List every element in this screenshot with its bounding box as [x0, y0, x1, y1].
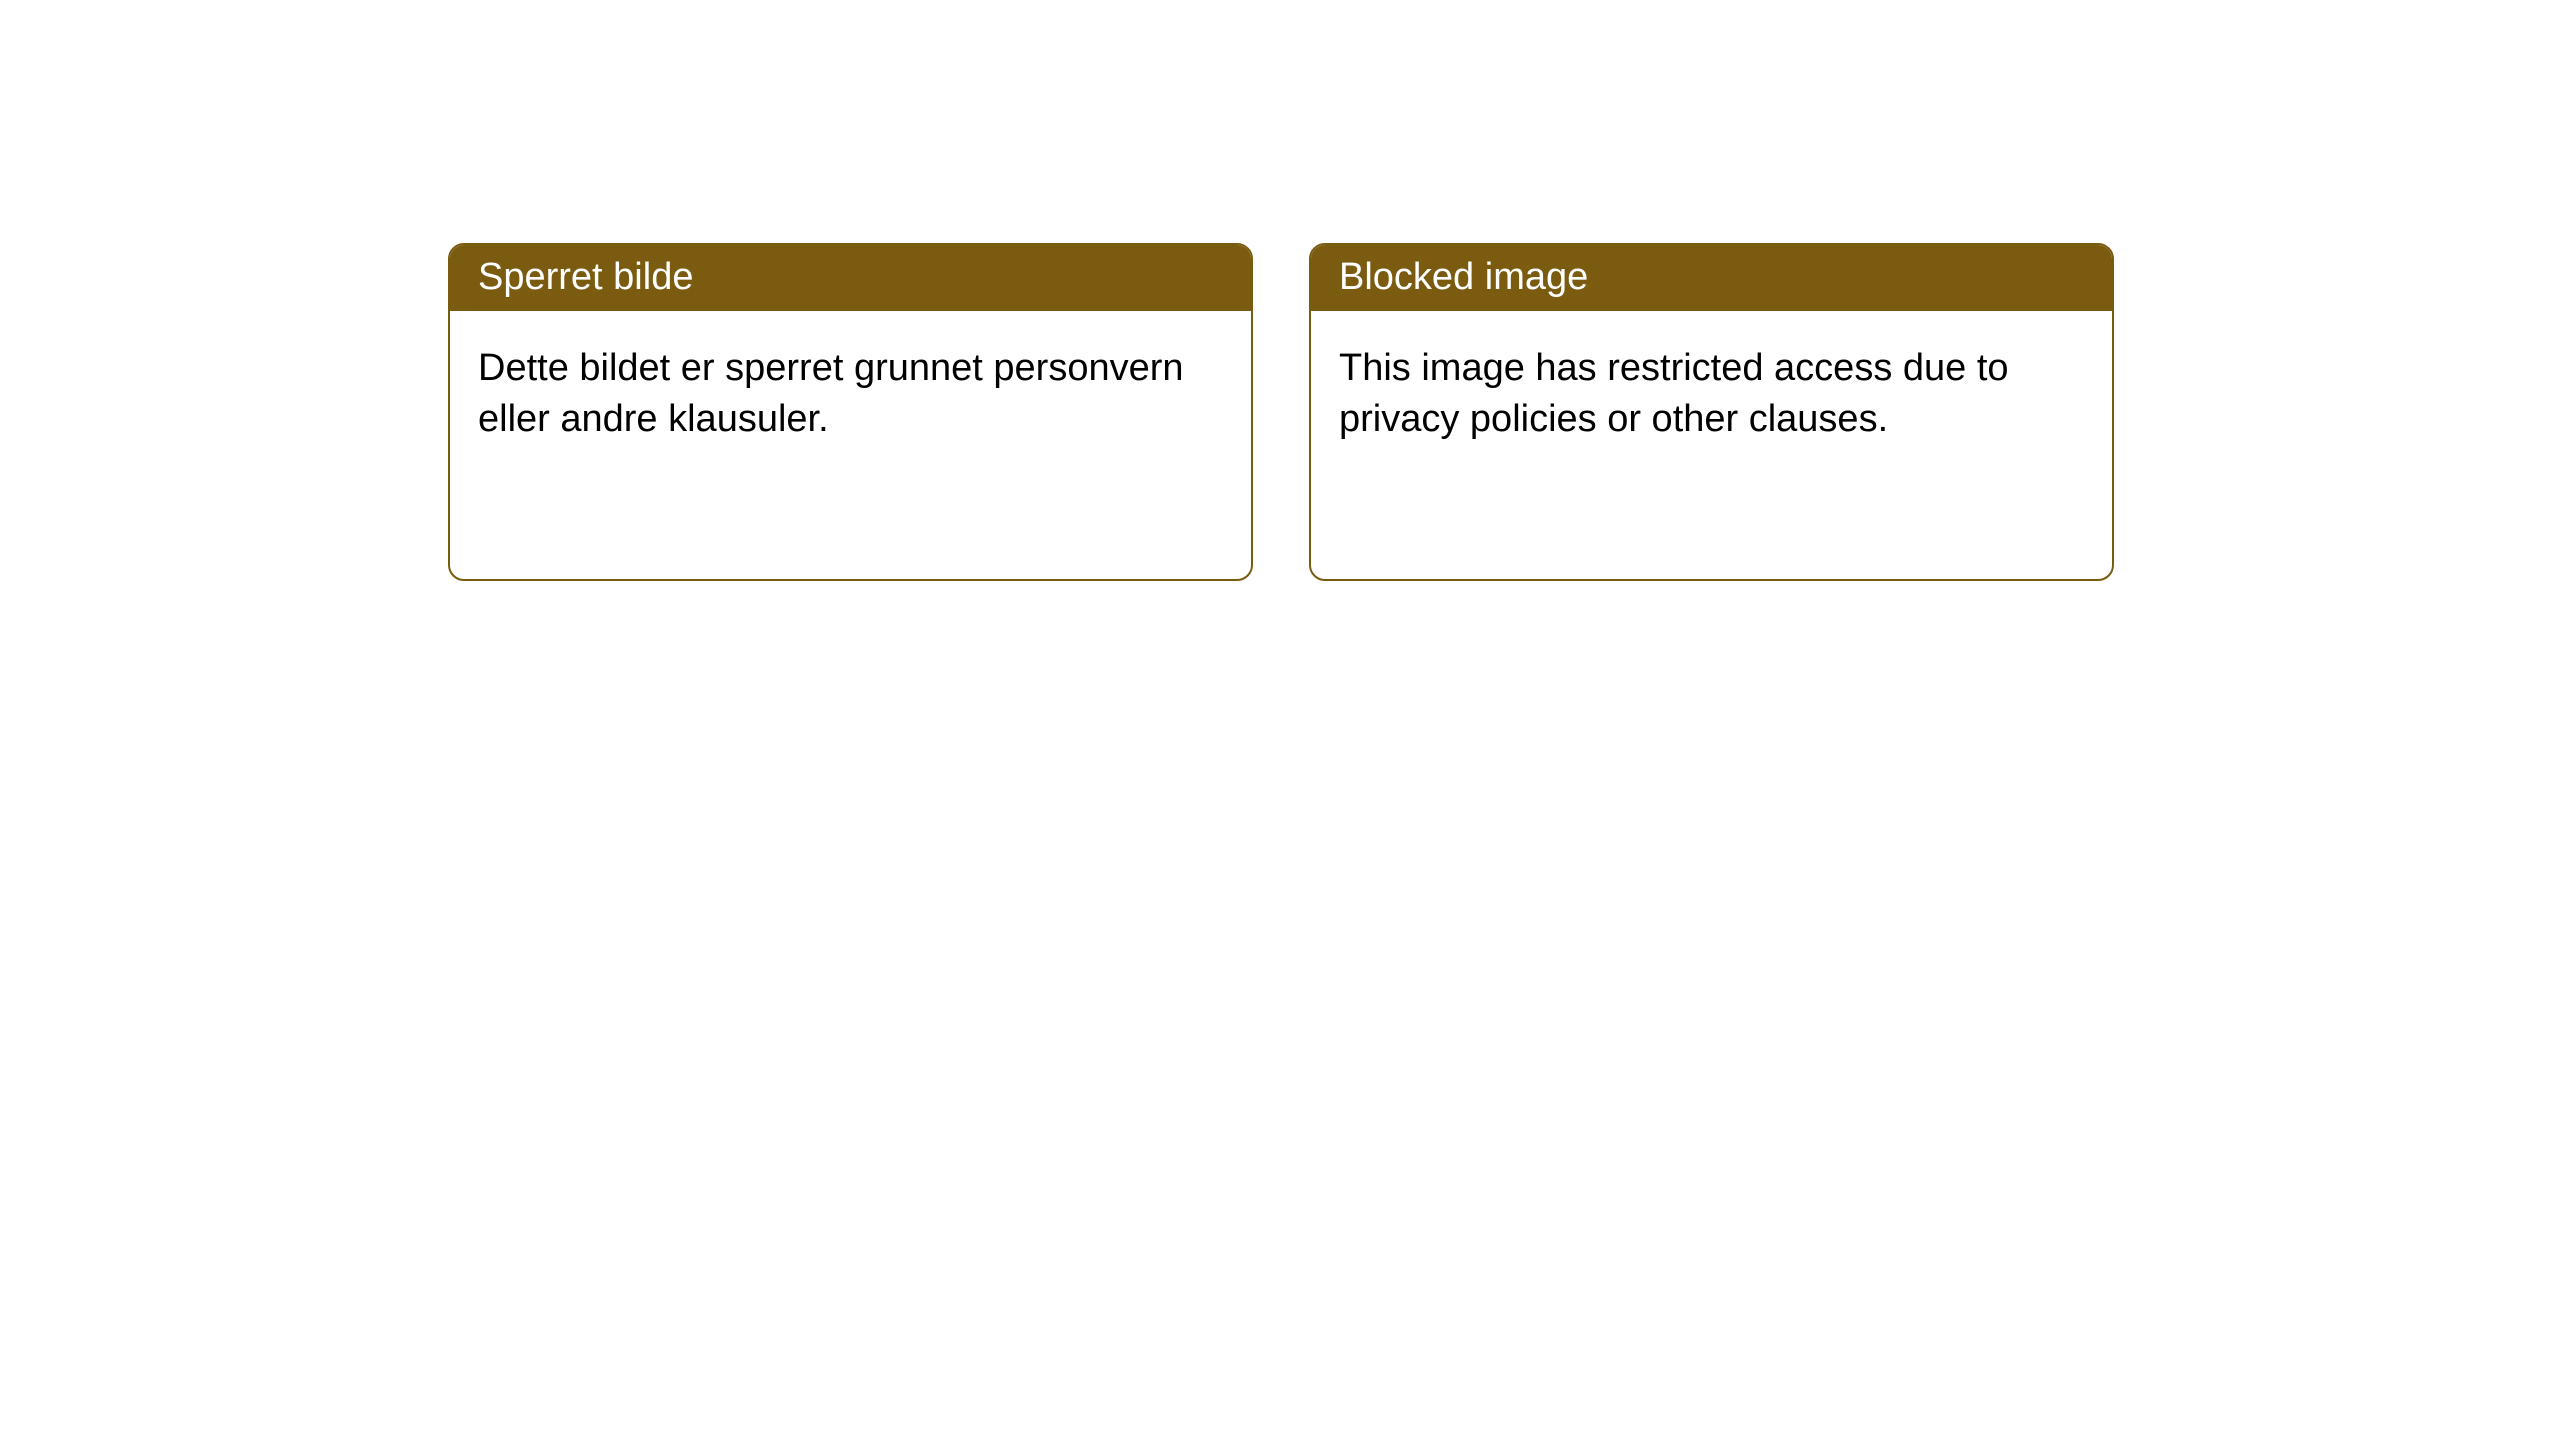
notice-title: Blocked image: [1311, 245, 2112, 311]
notice-container: Sperret bilde Dette bildet er sperret gr…: [0, 0, 2560, 581]
notice-title: Sperret bilde: [450, 245, 1251, 311]
notice-body: Dette bildet er sperret grunnet personve…: [450, 311, 1251, 478]
notice-card-english: Blocked image This image has restricted …: [1309, 243, 2114, 581]
notice-card-norwegian: Sperret bilde Dette bildet er sperret gr…: [448, 243, 1253, 581]
notice-body: This image has restricted access due to …: [1311, 311, 2112, 478]
